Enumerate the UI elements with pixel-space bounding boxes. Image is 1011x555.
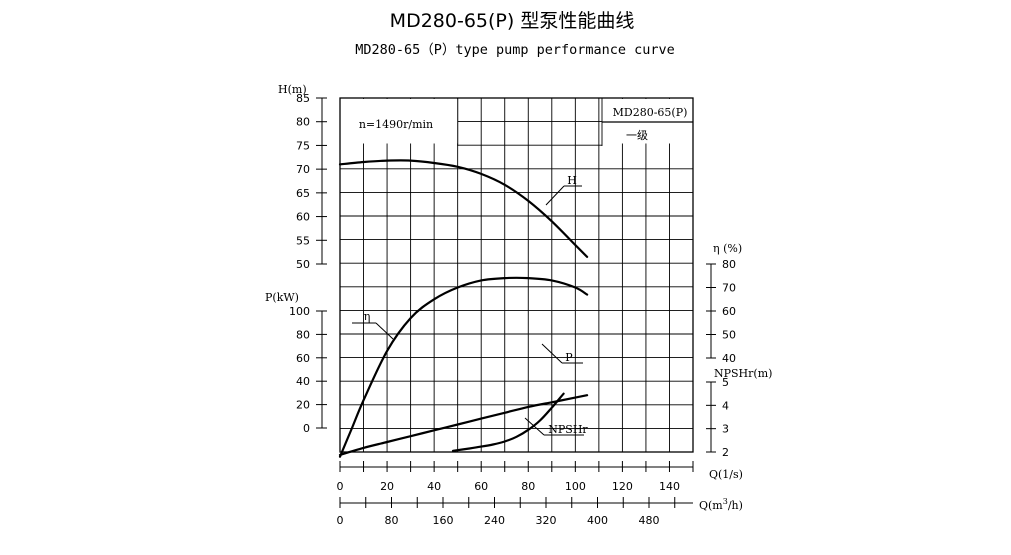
npshr-tick-label: 3: [722, 423, 729, 436]
head-tick-label: 70: [296, 163, 310, 176]
axes: 5055606570758085020406080100405060708023…: [289, 92, 736, 527]
flow-m3h-tick-label: 80: [385, 514, 399, 527]
efficiency-tick-label: 70: [722, 282, 736, 295]
efficiency-tick-label: 50: [722, 329, 736, 342]
flow-ls-tick-label: 100: [565, 480, 586, 493]
flow-m3h-tick-label: 400: [587, 514, 608, 527]
model-label: MD280-65(P): [613, 106, 688, 119]
power-axis-label: P(kW): [265, 291, 299, 304]
npshr-tick-label: 2: [722, 446, 729, 459]
model-box: MD280-65(P) 一级: [602, 106, 693, 142]
flow-ls-tick-label: 120: [612, 480, 633, 493]
flow-ls-axis-label: Q(1/s): [709, 468, 743, 481]
chart-subtitle: MD280-65（P）type pump performance curve: [355, 42, 675, 58]
flow-ls-tick-label: 60: [474, 480, 488, 493]
npshr-tick-label: 5: [722, 376, 729, 389]
head-tick-label: 80: [296, 116, 310, 129]
model-box-bg: [603, 99, 692, 144]
head-tick-label: 75: [296, 139, 310, 152]
efficiency-tick-label: 40: [722, 352, 736, 365]
h-curve-label: H: [567, 174, 577, 187]
power-tick-label: 20: [296, 399, 310, 412]
head-tick-label: 55: [296, 234, 310, 247]
efficiency-tick-label: 80: [722, 258, 736, 271]
flow-m3h-tick-label: 160: [433, 514, 454, 527]
head-tick-label: 50: [296, 258, 310, 271]
chart-title: MD280-65(P) 型泵性能曲线: [390, 10, 635, 32]
h-callout: H: [545, 174, 582, 206]
power-tick-label: 80: [296, 328, 310, 341]
flow-ls-tick-label: 40: [427, 480, 441, 493]
flow-m3h-tick-label: 320: [536, 514, 557, 527]
flow-m3h-tick-label: 0: [337, 514, 344, 527]
power-tick-label: 100: [289, 305, 310, 318]
npshr-axis-label: NPSHr(m): [714, 367, 772, 380]
flow-m3h-axis-label: Q(m3/h): [699, 497, 743, 512]
npshr-curve-label: NPSHr: [548, 423, 588, 436]
p-curve-label: P: [565, 351, 573, 364]
flow-m3h-tick-label: 480: [639, 514, 660, 527]
series--line: [338, 276, 589, 458]
eta-callout: η: [352, 310, 394, 340]
power-tick-label: 0: [303, 422, 310, 435]
head-tick-label: 60: [296, 211, 310, 224]
head-tick-label: 65: [296, 187, 310, 200]
flow-m3h-tick-label: 240: [484, 514, 505, 527]
flow-ls-tick-label: 140: [659, 480, 680, 493]
series-h-line: [338, 159, 589, 258]
curves: [338, 159, 589, 458]
flow-ls-tick-label: 80: [521, 480, 535, 493]
npshr-callout: NPSHr: [524, 417, 588, 436]
series-p-line: [338, 394, 589, 456]
efficiency-tick-label: 60: [722, 305, 736, 318]
stage-label: 一级: [626, 129, 648, 142]
speed-box: [341, 99, 458, 144]
efficiency-axis-label: η (%): [713, 242, 742, 255]
head-axis-label: H(m): [278, 83, 307, 96]
flow-ls-tick-label: 0: [337, 480, 344, 493]
plot-frame: [339, 97, 694, 453]
p-callout: P: [541, 343, 583, 364]
series-npshr-line: [451, 392, 565, 452]
flow-ls-tick-label: 20: [380, 480, 394, 493]
power-tick-label: 60: [296, 352, 310, 365]
grid: [339, 97, 694, 453]
power-tick-label: 40: [296, 375, 310, 388]
eta-curve-label: η: [364, 310, 371, 323]
npshr-tick-label: 4: [722, 399, 729, 412]
speed-label: n=1490r/min: [359, 118, 433, 131]
head-tick-label: 85: [296, 92, 310, 105]
